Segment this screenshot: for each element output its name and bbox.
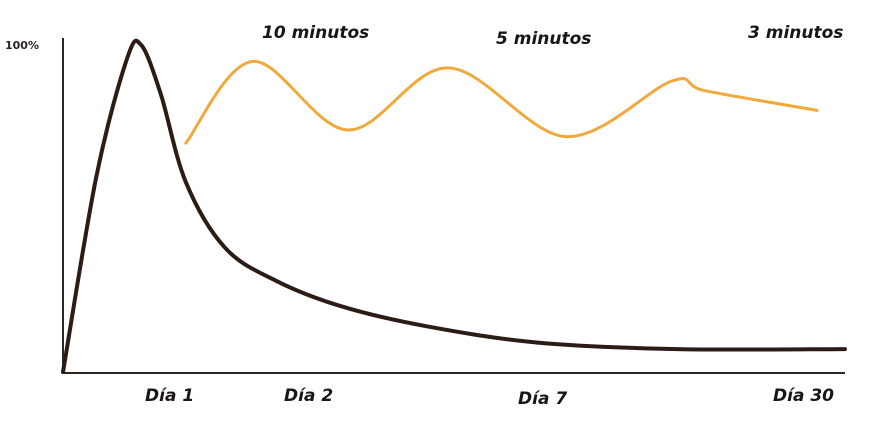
- axes: [62, 38, 845, 374]
- x-tick-label-dia-2: Día 2: [284, 386, 333, 406]
- x-tick-label-dia-7: Día 7: [518, 389, 567, 409]
- series-line-review: [184, 59, 819, 145]
- annotation-10-minutos: 10 minutos: [262, 23, 369, 43]
- annotation-5-minutos: 5 minutos: [496, 29, 591, 49]
- annotation-3-minutos: 3 minutos: [748, 23, 843, 43]
- x-tick-label-dia-30: Día 30: [773, 386, 834, 406]
- series-line-forgetting: [61, 38, 847, 374]
- x-tick-label-dia-1: Día 1: [145, 386, 194, 406]
- y-tick-label-100: 100%: [5, 39, 39, 52]
